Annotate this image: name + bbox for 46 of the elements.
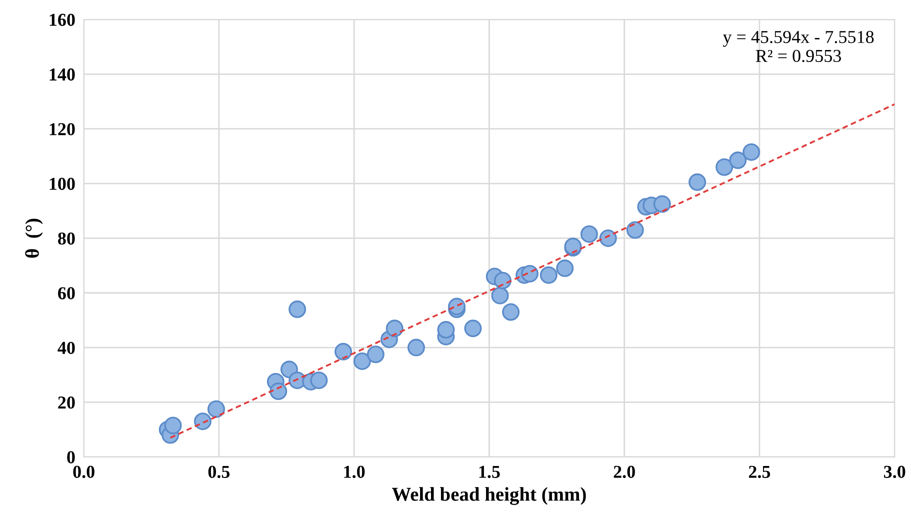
point	[729, 152, 747, 170]
point	[716, 158, 734, 176]
point	[626, 221, 644, 239]
point	[437, 321, 455, 339]
y-tick-label: 160	[50, 14, 75, 26]
y-tick-label: 20	[58, 396, 75, 409]
y-tick-label: 40	[58, 342, 75, 354]
x-tick-label: 2.0	[614, 466, 635, 478]
y-tick-label: 120	[50, 123, 75, 136]
y-tick-label: 0	[67, 451, 75, 464]
y-axis-title: θ (°)	[25, 218, 43, 258]
point	[556, 260, 574, 278]
point	[464, 320, 482, 338]
point	[270, 382, 288, 400]
point	[580, 225, 598, 243]
point	[207, 400, 225, 418]
point	[599, 229, 617, 247]
point	[448, 298, 466, 316]
x-tick-label: 1.5	[479, 466, 500, 478]
x-axis-title: Weld bead height (mm)	[392, 487, 586, 505]
point	[502, 303, 520, 321]
x-tick-label: 0.5	[208, 466, 230, 478]
point	[494, 272, 512, 290]
point	[407, 338, 425, 356]
point	[310, 372, 328, 390]
point	[386, 320, 404, 338]
point	[742, 143, 760, 161]
x-tick-label: 0.0	[73, 466, 94, 478]
point	[164, 416, 182, 434]
y-tick-label: 60	[58, 287, 75, 300]
y-tick-label: 80	[58, 232, 75, 245]
x-tick-label: 3.0	[884, 466, 906, 478]
point	[366, 346, 384, 364]
annotation: y = 45.594x - 7.5518 R² = 0.9553	[722, 30, 874, 62]
point	[653, 195, 671, 213]
point	[194, 412, 212, 430]
point	[540, 266, 558, 284]
point	[491, 286, 509, 304]
y-tick-label: 100	[50, 178, 75, 190]
x-tick-label: 2.5	[748, 466, 770, 478]
point	[688, 173, 706, 191]
point	[353, 352, 371, 370]
x-tick-label: 1.0	[344, 466, 365, 478]
point	[288, 300, 306, 318]
point	[334, 342, 352, 360]
y-tick-label: 140	[50, 68, 75, 81]
